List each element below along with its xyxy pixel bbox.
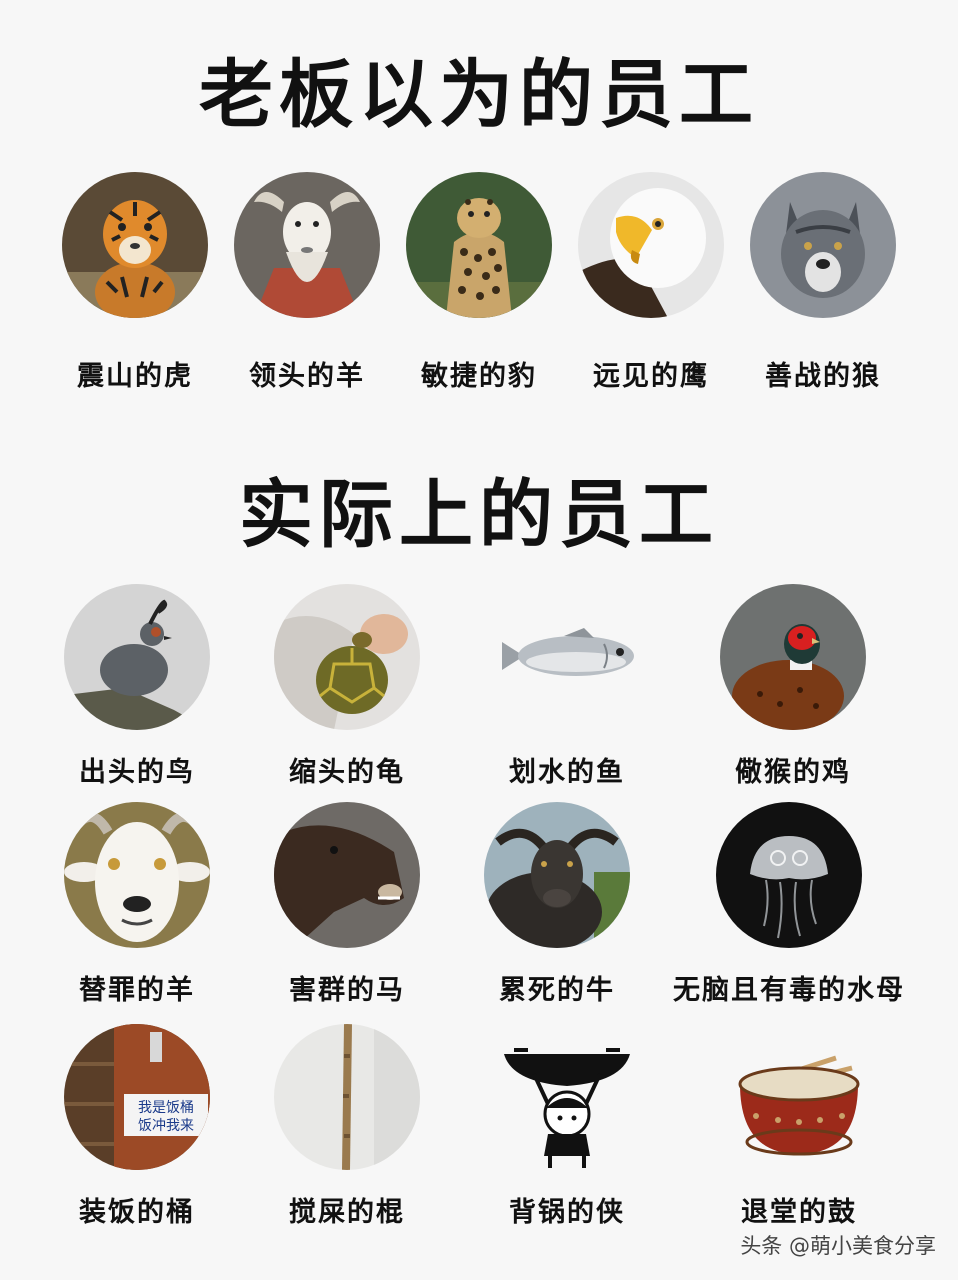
animal-card-quail: 出头的鸟 [42,584,232,804]
animal-card-leopard: 敏捷的豹 [384,172,574,392]
label-pheasant: 儆猴的鸡 [735,757,851,788]
animal-card-wok-carrier: 背锅的侠 [472,1024,662,1244]
animal-card-goat: 领头的羊 [212,172,402,392]
label-leopard: 敏捷的豹 [421,361,537,392]
wok-carrier-icon [494,1024,640,1170]
turtle-icon [274,584,420,730]
eagle-icon [578,172,724,318]
leopard-icon [406,172,552,318]
label-wolf: 善战的狼 [765,361,881,392]
buffalo-icon [484,802,630,948]
animal-card-wolf: 善战的狼 [728,172,918,392]
pheasant-icon [720,584,866,730]
drum-icon [726,1024,872,1170]
goat-face-icon [64,802,210,948]
animal-card-tiger: 震山的虎 [40,172,230,392]
stick-icon [274,1024,420,1170]
animal-card-pheasant: 儆猴的鸡 [698,584,888,804]
label-wok-carrier: 背锅的侠 [509,1197,625,1228]
goat-icon [234,172,380,318]
animal-card-turtle: 缩头的龟 [252,584,442,804]
label-tiger: 震山的虎 [77,361,193,392]
animal-card-eagle: 远见的鹰 [556,172,746,392]
label-quail: 出头的鸟 [79,757,195,788]
animal-card-stick: 搅屎的棍 [252,1024,442,1244]
label-stick: 搅屎的棍 [289,1197,405,1228]
animal-card-drum: 退堂的鼓 [704,1024,894,1244]
tiger-icon [62,172,208,318]
label-fish: 划水的鱼 [509,757,625,788]
label-drum: 退堂的鼓 [741,1197,857,1228]
title-boss-thinks: 老板以为的员工 [199,52,759,138]
animal-card-rice-bucket: 我是饭桶 饭冲我来 装饭的桶 [42,1024,232,1244]
fish-icon [494,584,640,730]
jellyfish-icon [716,802,862,948]
animal-card-buffalo: 累死的牛 [462,802,652,1022]
animal-card-fish: 划水的鱼 [472,584,662,804]
label-jellyfish: 无脑且有毒的水母 [673,975,905,1006]
label-eagle: 远见的鹰 [593,361,709,392]
bucket-sign-line-2: 饭冲我来 [138,1118,194,1134]
horse-icon [274,802,420,948]
title-actual-employees: 实际上的员工 [239,472,719,558]
wolf-icon [750,172,896,318]
rice-bucket-icon: 我是饭桶 饭冲我来 [64,1024,210,1170]
label-buffalo: 累死的牛 [499,975,615,1006]
label-goat: 领头的羊 [249,361,365,392]
label-horse: 害群的马 [289,975,405,1006]
bucket-sign-line-1: 我是饭桶 [138,1100,194,1116]
quail-icon [64,584,210,730]
animal-card-jellyfish: 无脑且有毒的水母 [673,802,903,1022]
label-goat-face: 替罪的羊 [79,975,195,1006]
watermark: 头条 @萌小美食分享 [740,1234,936,1258]
animal-card-horse: 害群的马 [252,802,442,1022]
label-turtle: 缩头的龟 [289,757,405,788]
animal-card-goat-face: 替罪的羊 [42,802,232,1022]
label-rice-bucket: 装饭的桶 [79,1197,195,1228]
